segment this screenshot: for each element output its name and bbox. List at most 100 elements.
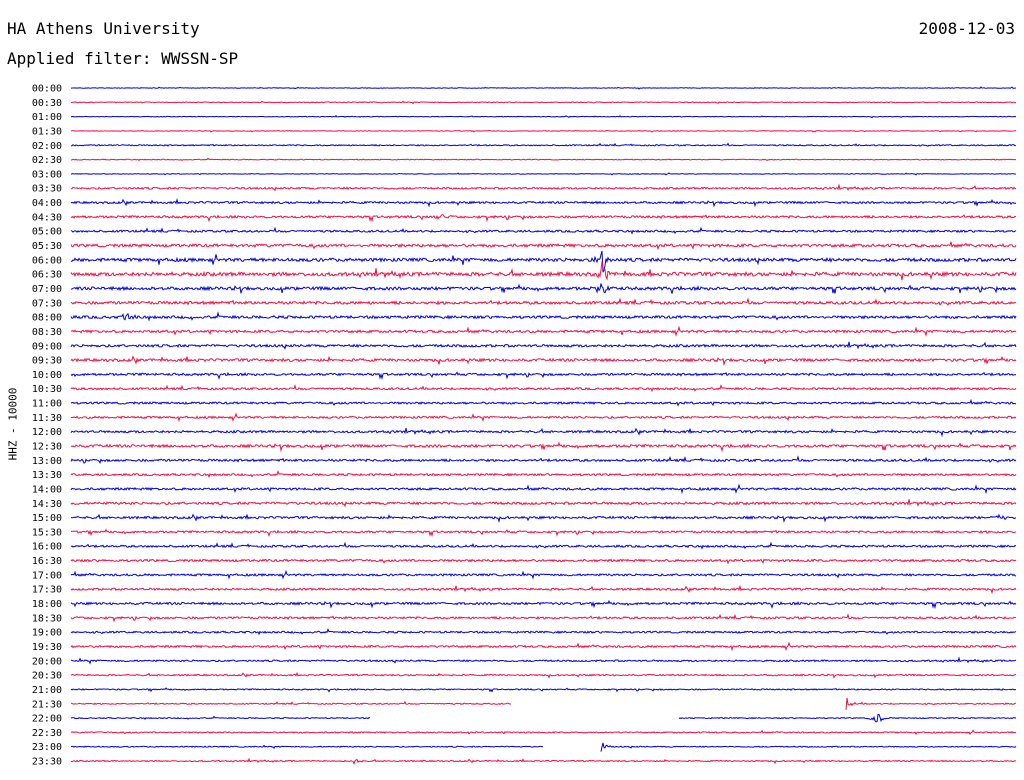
- trace-line: [70, 744, 544, 750]
- row-time-label: 01:00: [32, 112, 62, 123]
- row-time-label: 19:30: [32, 642, 62, 653]
- row-time-label: 07:30: [32, 298, 62, 309]
- trace-line: [70, 157, 1017, 162]
- trace-line: [70, 142, 1017, 147]
- trace-line: [70, 297, 1017, 306]
- row-time-label: 08:30: [32, 327, 62, 338]
- trace-line: [70, 283, 1017, 294]
- row-time-label: 08:00: [32, 313, 62, 324]
- row-time-label: 18:30: [32, 613, 62, 624]
- row-time-label: 14:30: [32, 499, 62, 510]
- trace-line: [70, 427, 1017, 438]
- trace-line: [70, 355, 1017, 367]
- trace-line: [70, 214, 1017, 223]
- row-time-label: 09:30: [32, 356, 62, 367]
- trace-line: [70, 183, 1017, 192]
- trace-line: [70, 325, 1017, 338]
- row-time-label: 17:30: [32, 585, 62, 596]
- trace-line: [70, 129, 1017, 133]
- trace-line: [70, 483, 1017, 495]
- row-time-label: 03:30: [32, 184, 62, 195]
- trace-line: [70, 513, 1017, 524]
- trace-line: [70, 470, 1017, 479]
- row-time-label: 20:00: [32, 656, 62, 667]
- trace-line: [70, 114, 1017, 119]
- trace-line: [70, 627, 1017, 636]
- trace-line: [70, 100, 1017, 105]
- row-time-label: 11:30: [32, 413, 62, 424]
- row-time-label: 12:00: [32, 427, 62, 438]
- row-time-label: 00:00: [32, 84, 62, 95]
- row-time-label: 16:00: [32, 542, 62, 553]
- trace-line: [70, 584, 1017, 595]
- row-time-label: 21:00: [32, 685, 62, 696]
- trace-line: [600, 742, 1017, 752]
- row-time-label: 15:30: [32, 527, 62, 538]
- record-date: 2008-12-03: [918, 19, 1015, 38]
- trace-line: [70, 371, 1017, 380]
- trace-line: [70, 261, 1017, 281]
- station-title: HA Athens University: [7, 19, 200, 38]
- row-time-label: 05:00: [32, 227, 62, 238]
- trace-line: [70, 455, 1017, 465]
- trace-line: [70, 241, 1017, 251]
- trace-line: [70, 569, 1017, 580]
- row-time-label: 16:30: [32, 556, 62, 567]
- row-time-label: 13:30: [32, 470, 62, 481]
- trace-line: [70, 715, 371, 720]
- row-time-label: 21:30: [32, 699, 62, 710]
- row-time-label: 02:00: [32, 141, 62, 152]
- trace-line: [70, 198, 1017, 208]
- row-time-label: 04:30: [32, 212, 62, 223]
- row-time-label: 12:30: [32, 442, 62, 453]
- row-time-label: 07:00: [32, 284, 62, 295]
- row-time-label: 23:00: [32, 742, 62, 753]
- trace-line: [70, 311, 1017, 322]
- row-time-label: 22:30: [32, 728, 62, 739]
- row-time-label: 20:30: [32, 671, 62, 682]
- trace-line: [70, 172, 1017, 176]
- row-time-label: 06:30: [32, 270, 62, 281]
- row-time-label: 14:00: [32, 484, 62, 495]
- row-time-label: 10:00: [32, 370, 62, 381]
- trace-line: [70, 599, 1017, 610]
- row-time-label: 17:00: [32, 570, 62, 581]
- trace-line: [845, 697, 1017, 711]
- row-time-label: 19:00: [32, 628, 62, 639]
- row-time-label: 04:00: [32, 198, 62, 209]
- filter-label: Applied filter: WWSSN-SP: [7, 49, 239, 68]
- trace-line: [70, 558, 1017, 565]
- trace-line: [70, 86, 1017, 90]
- trace-line: [678, 713, 1017, 723]
- trace-line: [70, 341, 1017, 350]
- row-time-label: 11:00: [32, 399, 62, 410]
- row-time-label: 06:00: [32, 255, 62, 266]
- row-time-label: 05:30: [32, 241, 62, 252]
- row-time-label: 01:30: [32, 126, 62, 137]
- trace-line: [70, 700, 512, 706]
- trace-line: [70, 729, 1017, 736]
- row-time-label: 13:00: [32, 456, 62, 467]
- trace-line: [70, 671, 1017, 679]
- row-time-label: 02:30: [32, 155, 62, 166]
- row-time-label: 09:00: [32, 341, 62, 352]
- trace-line: [70, 656, 1017, 665]
- row-time-label: 03:00: [32, 169, 62, 180]
- trace-line: [70, 398, 1017, 407]
- trace-line: [70, 441, 1017, 453]
- row-time-label: 23:30: [32, 757, 62, 768]
- trace-line: [70, 541, 1017, 550]
- trace-line: [70, 613, 1017, 623]
- row-time-label: 00:30: [32, 98, 62, 109]
- row-labels: 00:00 00:30 01:00 01:30 02:00 02:30 03:00 03:30…: [32, 84, 62, 768]
- trace-line: [70, 226, 1017, 235]
- trace-line: [70, 641, 1017, 652]
- trace-line: [70, 687, 1017, 693]
- trace-line: [70, 384, 1017, 393]
- trace-line: [70, 499, 1017, 508]
- trace-line: [70, 412, 1017, 423]
- row-time-label: 15:00: [32, 513, 62, 524]
- trace-line: [70, 250, 1017, 273]
- seismic-traces: [70, 86, 1017, 765]
